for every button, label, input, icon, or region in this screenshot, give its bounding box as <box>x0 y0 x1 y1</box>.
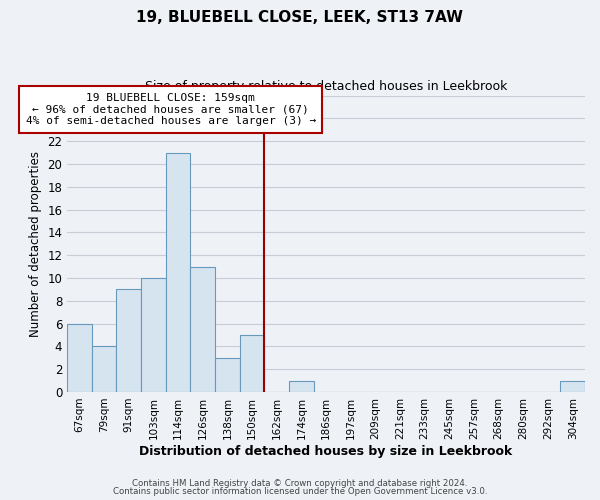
Text: Contains HM Land Registry data © Crown copyright and database right 2024.: Contains HM Land Registry data © Crown c… <box>132 478 468 488</box>
Bar <box>92 346 116 392</box>
Text: 19, BLUEBELL CLOSE, LEEK, ST13 7AW: 19, BLUEBELL CLOSE, LEEK, ST13 7AW <box>137 10 464 25</box>
Bar <box>190 266 215 392</box>
Title: Size of property relative to detached houses in Leekbrook: Size of property relative to detached ho… <box>145 80 507 93</box>
Bar <box>215 358 240 392</box>
Bar <box>116 290 141 392</box>
X-axis label: Distribution of detached houses by size in Leekbrook: Distribution of detached houses by size … <box>139 444 512 458</box>
Bar <box>67 324 92 392</box>
Text: 19 BLUEBELL CLOSE: 159sqm
← 96% of detached houses are smaller (67)
4% of semi-d: 19 BLUEBELL CLOSE: 159sqm ← 96% of detac… <box>26 92 316 126</box>
Bar <box>560 380 585 392</box>
Text: Contains public sector information licensed under the Open Government Licence v3: Contains public sector information licen… <box>113 487 487 496</box>
Bar <box>166 152 190 392</box>
Bar <box>141 278 166 392</box>
Bar <box>240 335 265 392</box>
Y-axis label: Number of detached properties: Number of detached properties <box>29 151 42 337</box>
Bar <box>289 380 314 392</box>
